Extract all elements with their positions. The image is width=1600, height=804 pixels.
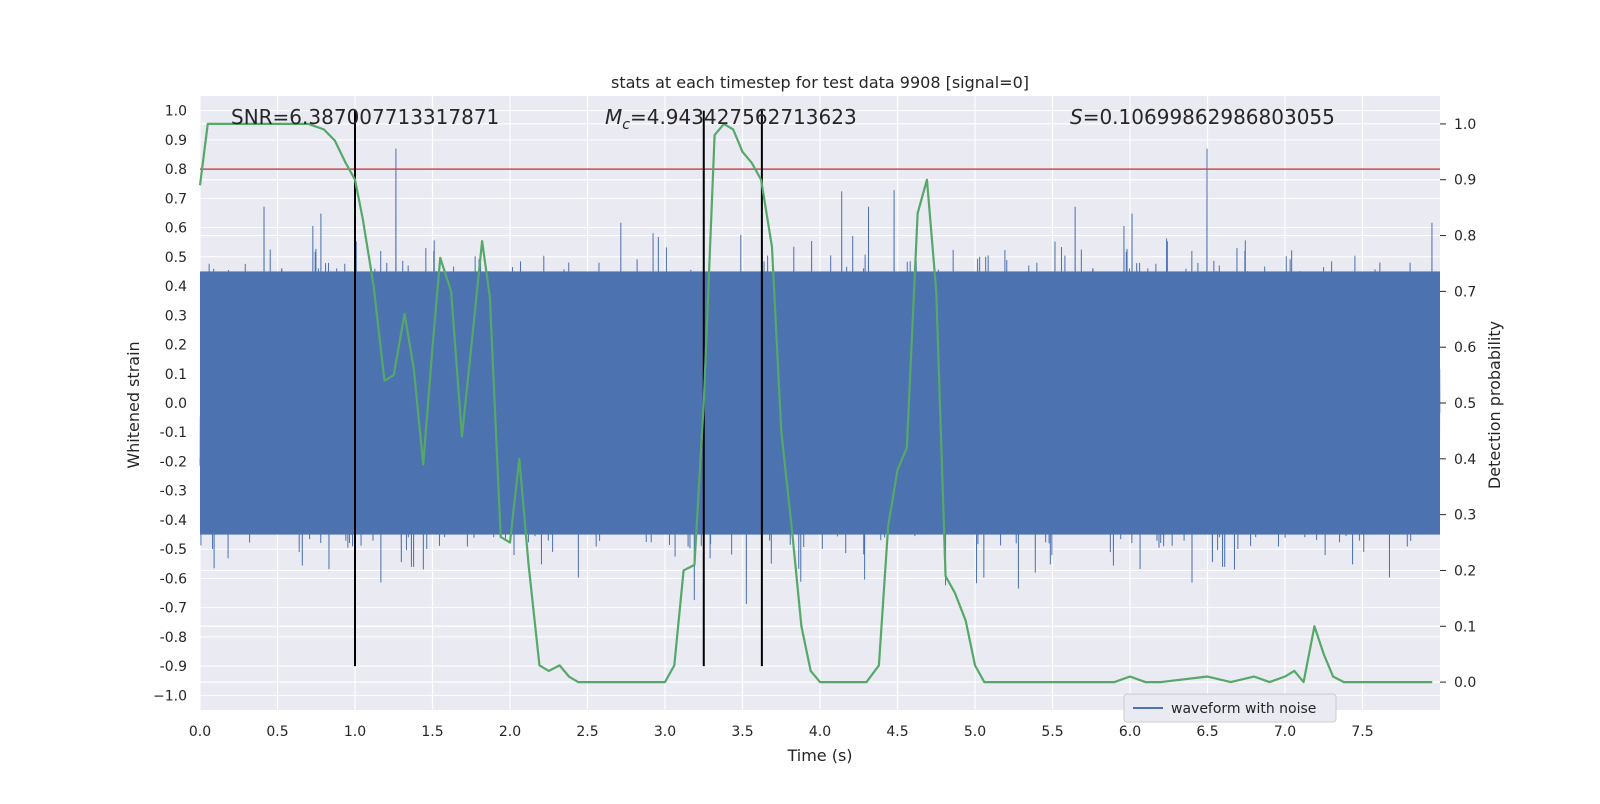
chirp-mass-symbol: M: [605, 105, 622, 129]
y-right-tick-label: 0.5: [1454, 396, 1476, 412]
x-tick-label: 1.0: [344, 724, 366, 740]
x-tick-label: 7.0: [1274, 724, 1296, 740]
y-axis-left-label: Whitened strain: [124, 341, 143, 468]
y-left-tick-label: -0.4: [160, 513, 187, 529]
chirp-mass-annotation: Mc=4.943427562713623: [605, 105, 857, 133]
y-right-tick-label: 0.8: [1454, 229, 1476, 245]
x-tick-label: 4.5: [886, 724, 908, 740]
x-tick-label: 2.5: [576, 724, 598, 740]
x-tick-label: 0.5: [266, 724, 288, 740]
detection-probability-series: [198, 122, 1433, 684]
y-left-tick-label: 0.7: [165, 191, 187, 207]
chirp-mass-value: =4.943427562713623: [630, 105, 857, 129]
x-tick-label: 6.0: [1119, 724, 1141, 740]
y-left-tick-label: 0.8: [165, 162, 187, 178]
waveform-with-noise-series: [199, 148, 1441, 604]
x-axis-label: Time (s): [786, 746, 852, 765]
x-tick-label: 3.5: [731, 724, 753, 740]
y-left-tick-labels: 1.0 0.9 0.8 0.7 0.6 0.5 0.4 0.3 0.2 0.1 0.0 -0.1 -0.…: [153, 104, 187, 705]
y-left-tick-label: 1.0: [165, 104, 187, 120]
y-right-tick-labels: 1.0 0.9 0.8 0.7 0.6 0.5 0.4 0.3 0.2 0.1 0.0: [1440, 117, 1476, 691]
y-left-tick-label: -0.7: [160, 601, 187, 617]
y-right-tick-label: 0.1: [1454, 619, 1476, 635]
legend-box: [1123, 693, 1337, 723]
s-symbol: S: [1070, 105, 1083, 129]
y-right-tick-label: 0.2: [1454, 563, 1476, 579]
y-left-tick-label: 0.0: [165, 396, 187, 412]
y-right-tick-label: 0.6: [1454, 340, 1476, 356]
y-left-tick-label: 0.6: [165, 221, 187, 237]
detection-probability-line: [198, 122, 1433, 684]
y-left-tick-label: -0.9: [160, 659, 187, 675]
y-left-tick-label: -0.3: [160, 484, 187, 500]
y-left-tick-label: 0.5: [165, 250, 187, 266]
x-tick-label: 3.0: [654, 724, 676, 740]
y-left-tick-label: -0.5: [160, 542, 187, 558]
x-tick-labels: 0.0 0.5 1.0 1.5 2.0 2.5 3.0 3.5 4.0 4.5 5.0 5.5 6.0 6…: [189, 724, 1374, 740]
x-tick-label: 2.0: [499, 724, 521, 740]
y-axis-right-label: Detection probability: [1485, 321, 1504, 489]
s-annotation: S=0.10699862986803055: [1070, 105, 1335, 129]
y-left-tick-label: 0.3: [165, 308, 187, 324]
x-tick-label: 6.5: [1196, 724, 1218, 740]
y-left-tick-label: -0.8: [160, 630, 187, 646]
y-left-tick-label: 0.1: [165, 367, 187, 383]
chart-title: stats at each timestep for test data 990…: [611, 73, 1029, 92]
waveform-core-band: [200, 271, 1440, 535]
s-value: =0.10699862986803055: [1083, 105, 1335, 129]
chirp-mass-subscript: c: [622, 117, 630, 133]
x-tick-label: 5.5: [1041, 724, 1063, 740]
y-right-tick-label: 0.3: [1454, 508, 1476, 524]
y-left-tick-label: 0.4: [165, 279, 187, 295]
x-tick-label: 1.5: [421, 724, 443, 740]
y-left-tick-label: -0.2: [160, 454, 187, 470]
snr-annotation: SNR=6.387007713317871: [231, 105, 499, 129]
x-tick-label: 5.0: [964, 724, 986, 740]
y-right-tick-label: 0.0: [1454, 675, 1476, 691]
y-right-tick-label: 0.9: [1454, 173, 1476, 189]
y-right-tick-label: 1.0: [1454, 117, 1476, 133]
x-tick-label: 7.5: [1351, 724, 1373, 740]
y-right-tick-label: 0.7: [1454, 284, 1476, 300]
y-left-tick-label: -0.1: [160, 425, 187, 441]
legend-label: waveform with noise: [1171, 701, 1316, 717]
y-left-tick-label: 0.9: [165, 133, 187, 149]
y-left-tick-label: −1.0: [153, 688, 187, 704]
legend: waveform with noise: [1123, 693, 1337, 723]
x-tick-label: 4.0: [809, 724, 831, 740]
y-right-tick-label: 0.4: [1454, 452, 1476, 468]
x-tick-label: 0.0: [189, 724, 211, 740]
y-left-tick-label: 0.2: [165, 338, 187, 354]
y-left-tick-label: -0.6: [160, 571, 187, 587]
